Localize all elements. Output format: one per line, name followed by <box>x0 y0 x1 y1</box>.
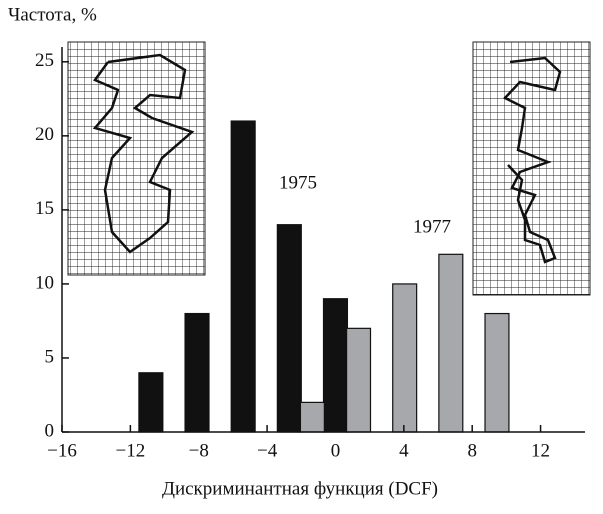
deformation-grid-right <box>472 41 591 296</box>
annotation: 1977 <box>413 216 451 237</box>
x-tick-label: 8 <box>467 440 477 461</box>
bar <box>299 401 325 433</box>
y-tick-label: 5 <box>45 346 55 367</box>
x-tick-label: −8 <box>189 440 209 461</box>
x-tick-label: −12 <box>116 440 146 461</box>
bar <box>438 253 464 433</box>
y-tick-label: 0 <box>45 420 55 441</box>
deformation-grid-left <box>67 41 206 276</box>
y-tick-label: 25 <box>35 50 54 71</box>
y-tick-label: 10 <box>35 272 54 293</box>
x-tick-label: 0 <box>331 440 341 461</box>
x-tick-label: 4 <box>399 440 409 461</box>
y-tick-label: 20 <box>35 124 54 145</box>
y-tick-label: 15 <box>35 198 54 219</box>
bar <box>276 224 302 433</box>
bar <box>138 372 164 433</box>
bar <box>184 312 210 433</box>
x-tick-label: 12 <box>531 440 550 461</box>
bar <box>392 283 418 433</box>
x-tick-label: −4 <box>257 440 278 461</box>
bar <box>322 298 349 433</box>
bar <box>484 312 510 433</box>
bar <box>230 120 256 433</box>
bar <box>345 327 372 433</box>
x-tick-label: −16 <box>47 440 77 461</box>
x-axis-label: Дискриминантная функция (DCF) <box>162 478 438 499</box>
y-axis-label: Частота, % <box>8 4 97 25</box>
annotation: 1975 <box>279 172 317 193</box>
